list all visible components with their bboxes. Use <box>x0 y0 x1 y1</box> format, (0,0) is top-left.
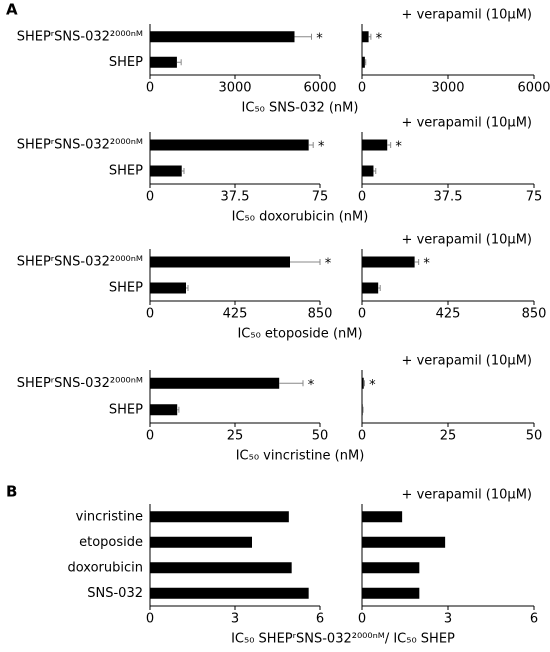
bar <box>362 377 364 389</box>
panel-label: B <box>6 483 17 501</box>
category-label: SNS-032 <box>87 586 143 601</box>
bar <box>150 404 178 416</box>
x-tick-label: 3 <box>444 612 452 627</box>
bar <box>150 282 186 294</box>
bar <box>362 511 403 523</box>
bar <box>362 587 420 599</box>
bar <box>150 511 289 523</box>
x-axis-label: IC₅₀ SHEPʳSNS-032²⁰⁰⁰ⁿᴹ/ IC₅₀ SHEP <box>231 632 455 647</box>
x-tick-label: 6000 <box>303 81 336 96</box>
bar <box>362 536 446 548</box>
x-axis-label: IC₅₀ SNS-032 (nM) <box>242 101 359 116</box>
bar <box>150 536 252 548</box>
significance-mark: * <box>325 257 332 272</box>
x-tick-label: 0 <box>358 429 366 444</box>
bar <box>362 31 369 43</box>
x-tick-label: 3000 <box>218 81 251 96</box>
bar <box>362 282 379 294</box>
category-label: SHEPʳSNS-032²⁰⁰⁰ⁿᴹ <box>17 138 143 153</box>
x-tick-label: 0 <box>358 81 366 96</box>
x-tick-label: 0 <box>358 190 366 205</box>
x-tick-label: 6 <box>316 612 324 627</box>
x-tick-label: 6 <box>530 612 538 627</box>
category-label: vincristine <box>76 509 143 524</box>
significance-mark: * <box>376 31 383 46</box>
bar <box>150 256 290 268</box>
chart-title: + verapamil (10μM) <box>402 116 532 131</box>
bar <box>150 377 280 389</box>
bar <box>362 165 374 177</box>
x-tick-label: 3000 <box>431 81 464 96</box>
x-axis-label: IC₅₀ etoposide (nM) <box>237 327 362 342</box>
x-tick-label: 75 <box>312 190 329 205</box>
x-tick-label: 50 <box>312 429 329 444</box>
x-tick-label: 0 <box>146 190 154 205</box>
chart-title: + verapamil (10μM) <box>402 488 532 503</box>
category-label: SHEPʳSNS-032²⁰⁰⁰ⁿᴹ <box>17 29 143 44</box>
x-axis-label: IC₅₀ doxorubicin (nM) <box>232 210 369 225</box>
x-tick-label: 3 <box>231 612 239 627</box>
bar <box>150 587 309 599</box>
category-label: doxorubicin <box>68 560 144 575</box>
bar <box>362 56 365 68</box>
x-tick-label: 425 <box>223 307 248 322</box>
x-tick-label: 850 <box>522 307 547 322</box>
significance-mark: * <box>369 378 376 393</box>
chart-title: + verapamil (10μM) <box>402 354 532 369</box>
bar <box>362 256 415 268</box>
x-tick-label: 850 <box>308 307 333 322</box>
significance-mark: * <box>395 140 402 155</box>
category-label: SHEP <box>109 281 143 296</box>
x-tick-label: 37.5 <box>221 190 250 205</box>
x-tick-label: 0 <box>146 612 154 627</box>
x-tick-label: 0 <box>358 307 366 322</box>
bar <box>150 31 295 43</box>
x-tick-label: 425 <box>436 307 461 322</box>
chart-title: + verapamil (10μM) <box>402 233 532 248</box>
significance-mark: * <box>308 378 315 393</box>
x-tick-label: 0 <box>146 429 154 444</box>
bar <box>150 165 182 177</box>
x-tick-label: 0 <box>146 307 154 322</box>
chart-title: + verapamil (10μM) <box>402 8 532 23</box>
x-tick-label: 0 <box>358 612 366 627</box>
category-label: etoposide <box>79 535 143 550</box>
category-label: SHEPʳSNS-032²⁰⁰⁰ⁿᴹ <box>17 376 143 391</box>
bar <box>362 562 420 574</box>
bar <box>362 139 388 151</box>
significance-mark: * <box>423 257 430 272</box>
x-tick-label: 6000 <box>517 81 550 96</box>
category-label: SHEP <box>109 55 143 70</box>
bar <box>362 404 363 416</box>
x-tick-label: 37.5 <box>434 190 463 205</box>
x-axis-label: IC₅₀ vincristine (nM) <box>236 449 365 464</box>
bar <box>150 139 309 151</box>
x-tick-label: 25 <box>440 429 457 444</box>
panel-label: A <box>6 1 18 19</box>
category-label: SHEP <box>109 164 143 179</box>
x-tick-label: 50 <box>526 429 543 444</box>
x-tick-label: 75 <box>526 190 543 205</box>
bar <box>150 56 177 68</box>
x-tick-label: 25 <box>227 429 244 444</box>
bar <box>150 562 292 574</box>
category-label: SHEPʳSNS-032²⁰⁰⁰ⁿᴹ <box>17 255 143 270</box>
x-tick-label: 0 <box>146 81 154 96</box>
category-label: SHEP <box>109 402 143 417</box>
significance-mark: * <box>316 31 323 46</box>
significance-mark: * <box>318 140 325 155</box>
